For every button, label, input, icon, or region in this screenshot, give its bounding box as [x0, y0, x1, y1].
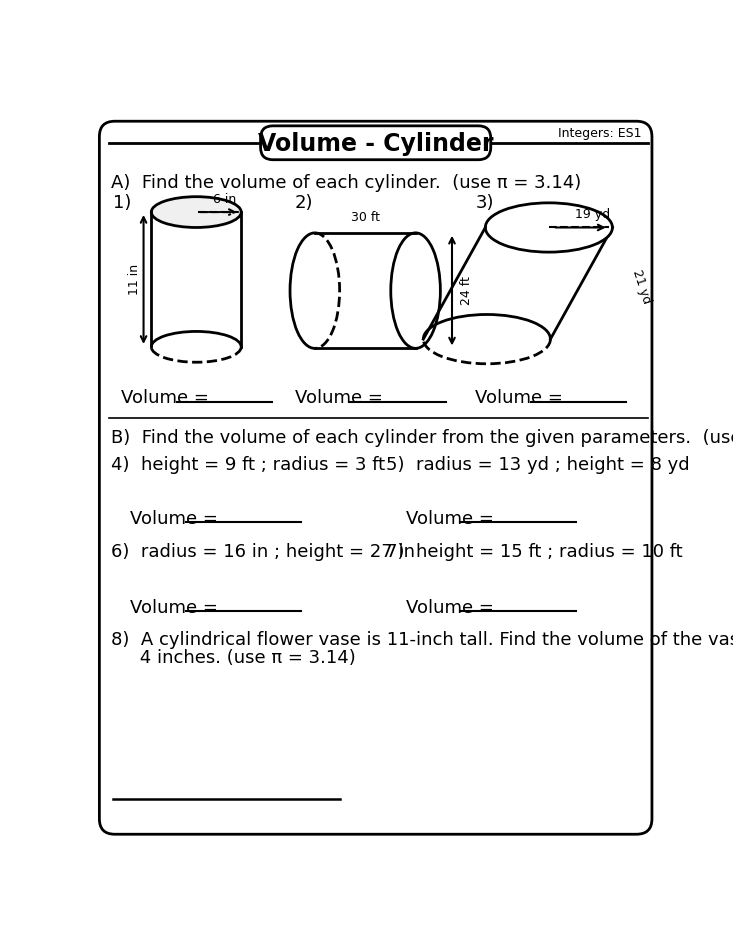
- Ellipse shape: [151, 197, 241, 227]
- Text: Volume =: Volume =: [121, 389, 215, 407]
- Ellipse shape: [485, 202, 613, 253]
- Text: 6 in: 6 in: [213, 193, 237, 206]
- Text: Volume - Cylinder: Volume - Cylinder: [257, 131, 493, 155]
- Text: B)  Find the volume of each cylinder from the given parameters.  (use π = 3.14): B) Find the volume of each cylinder from…: [111, 429, 733, 447]
- FancyBboxPatch shape: [260, 126, 491, 160]
- Text: 4 inches. (use π = 3.14): 4 inches. (use π = 3.14): [111, 649, 356, 667]
- Text: 21 yd: 21 yd: [630, 269, 653, 306]
- Text: 2): 2): [295, 194, 313, 212]
- Text: 3): 3): [475, 194, 494, 212]
- Text: Volume =: Volume =: [405, 510, 499, 528]
- Text: Volume =: Volume =: [405, 599, 499, 617]
- Text: 7)  height = 15 ft ; radius = 10 ft: 7) height = 15 ft ; radius = 10 ft: [386, 543, 682, 561]
- Text: Volume =: Volume =: [295, 389, 388, 407]
- Text: 11 in: 11 in: [128, 264, 141, 295]
- Text: 5)  radius = 13 yd ; height = 8 yd: 5) radius = 13 yd ; height = 8 yd: [386, 456, 690, 474]
- Text: 8)  A cylindrical flower vase is 11-inch tall. Find the volume of the vase if th: 8) A cylindrical flower vase is 11-inch …: [111, 631, 733, 649]
- Text: Integers: ES1: Integers: ES1: [559, 128, 642, 140]
- FancyBboxPatch shape: [100, 121, 652, 834]
- FancyBboxPatch shape: [151, 212, 241, 347]
- Text: Volume =: Volume =: [130, 599, 224, 617]
- Text: Volume =: Volume =: [130, 510, 224, 528]
- Text: 24 ft: 24 ft: [460, 276, 473, 305]
- Text: 19 yd: 19 yd: [575, 208, 610, 221]
- Text: A)  Find the volume of each cylinder.  (use π = 3.14): A) Find the volume of each cylinder. (us…: [111, 173, 581, 192]
- Text: Volume =: Volume =: [475, 389, 569, 407]
- Text: 1): 1): [114, 194, 132, 212]
- Text: 30 ft: 30 ft: [350, 211, 380, 223]
- Text: 6)  radius = 16 in ; height = 27 in: 6) radius = 16 in ; height = 27 in: [111, 543, 415, 561]
- Text: 4)  height = 9 ft ; radius = 3 ft: 4) height = 9 ft ; radius = 3 ft: [111, 456, 385, 474]
- Ellipse shape: [391, 233, 441, 348]
